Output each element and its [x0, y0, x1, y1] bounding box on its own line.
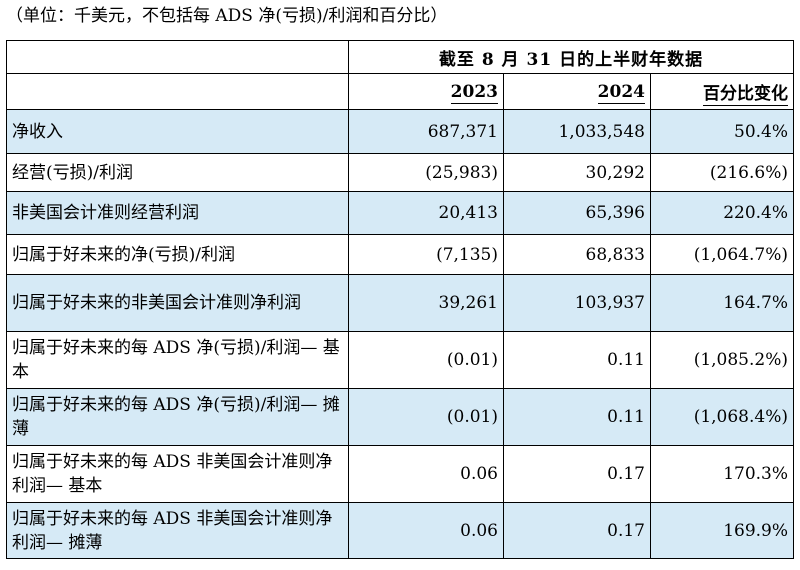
col-header-2023: 2023 [348, 73, 504, 110]
row-label: 经营(亏损)/利润 [6, 153, 349, 192]
table-row: 经营(亏损)/利润 (25,983) 30,292 (216.6%) [6, 153, 795, 192]
value-2023: (0.01) [348, 388, 504, 446]
value-2024: 0.17 [503, 502, 651, 559]
value-change: 50.4% [649, 109, 795, 154]
value-2023: (0.01) [348, 331, 504, 389]
value-2024: 65,396 [503, 191, 651, 235]
table-row: 归属于好未来的每 ADS 净(亏损)/利润— 摊薄 (0.01) 0.11 (1… [6, 388, 795, 446]
unit-note: （单位：千美元，不包括每 ADS 净(亏损)/利润和百分比） [6, 6, 448, 26]
value-2024: 30,292 [503, 153, 651, 192]
period-header-row: 截至 8 月 31 日的上半财年数据 [6, 40, 795, 74]
table-row: 归属于好未来的净(亏损)/利润 (7,135) 68,833 (1,064.7%… [6, 234, 795, 275]
value-2023: (7,135) [348, 234, 504, 275]
value-2024: 0.11 [503, 331, 651, 389]
value-change: 164.7% [649, 274, 795, 332]
header-blank-cell [6, 40, 349, 74]
table-row: 归属于好未来的每 ADS 净(亏损)/利润— 基本 (0.01) 0.11 (1… [6, 331, 795, 389]
value-change: (1,085.2%) [649, 331, 795, 389]
value-2023: 687,371 [348, 109, 504, 154]
value-2023: (25,983) [348, 153, 504, 192]
value-change: (216.6%) [649, 153, 795, 192]
period-header: 截至 8 月 31 日的上半财年数据 [347, 40, 795, 74]
row-label: 归属于好未来的每 ADS 净(亏损)/利润— 摊薄 [6, 388, 349, 446]
row-label: 非美国会计准则经营利润 [6, 191, 349, 235]
row-label: 归属于好未来的每 ADS 非美国会计准则净利润— 基本 [6, 445, 349, 503]
table-row: 归属于好未来的非美国会计准则净利润 39,261 103,937 164.7% [6, 274, 795, 332]
value-change: 169.9% [649, 502, 795, 559]
value-change: 170.3% [649, 445, 795, 503]
financial-summary-table: 截至 8 月 31 日的上半财年数据 2023 2024 百分比变化 净收入 6… [6, 40, 795, 559]
value-change: 220.4% [649, 191, 795, 235]
row-label: 归属于好未来的净(亏损)/利润 [6, 234, 349, 275]
table-row: 归属于好未来的每 ADS 非美国会计准则净利润— 摊薄 0.06 0.17 16… [6, 502, 795, 559]
header-blank-cell [6, 73, 349, 110]
table-row: 净收入 687,371 1,033,548 50.4% [6, 109, 795, 154]
value-2024: 0.17 [503, 445, 651, 503]
table-row: 归属于好未来的每 ADS 非美国会计准则净利润— 基本 0.06 0.17 17… [6, 445, 795, 503]
value-2024: 103,937 [503, 274, 651, 332]
col-header-change: 百分比变化 [649, 73, 795, 110]
table-row: 非美国会计准则经营利润 20,413 65,396 220.4% [6, 191, 795, 235]
value-2023: 0.06 [348, 502, 504, 559]
value-2023: 20,413 [348, 191, 504, 235]
value-2024: 1,033,548 [503, 109, 651, 154]
value-change: (1,064.7%) [649, 234, 795, 275]
row-label: 归属于好未来的每 ADS 非美国会计准则净利润— 摊薄 [6, 502, 349, 559]
row-label: 归属于好未来的非美国会计准则净利润 [6, 274, 349, 332]
value-change: (1,068.4%) [649, 388, 795, 446]
value-2023: 39,261 [348, 274, 504, 332]
column-header-row: 2023 2024 百分比变化 [6, 73, 795, 110]
value-2024: 0.11 [503, 388, 651, 446]
row-label: 归属于好未来的每 ADS 净(亏损)/利润— 基本 [6, 331, 349, 389]
row-label: 净收入 [6, 109, 349, 154]
col-header-2024: 2024 [503, 73, 651, 110]
value-2023: 0.06 [348, 445, 504, 503]
value-2024: 68,833 [503, 234, 651, 275]
